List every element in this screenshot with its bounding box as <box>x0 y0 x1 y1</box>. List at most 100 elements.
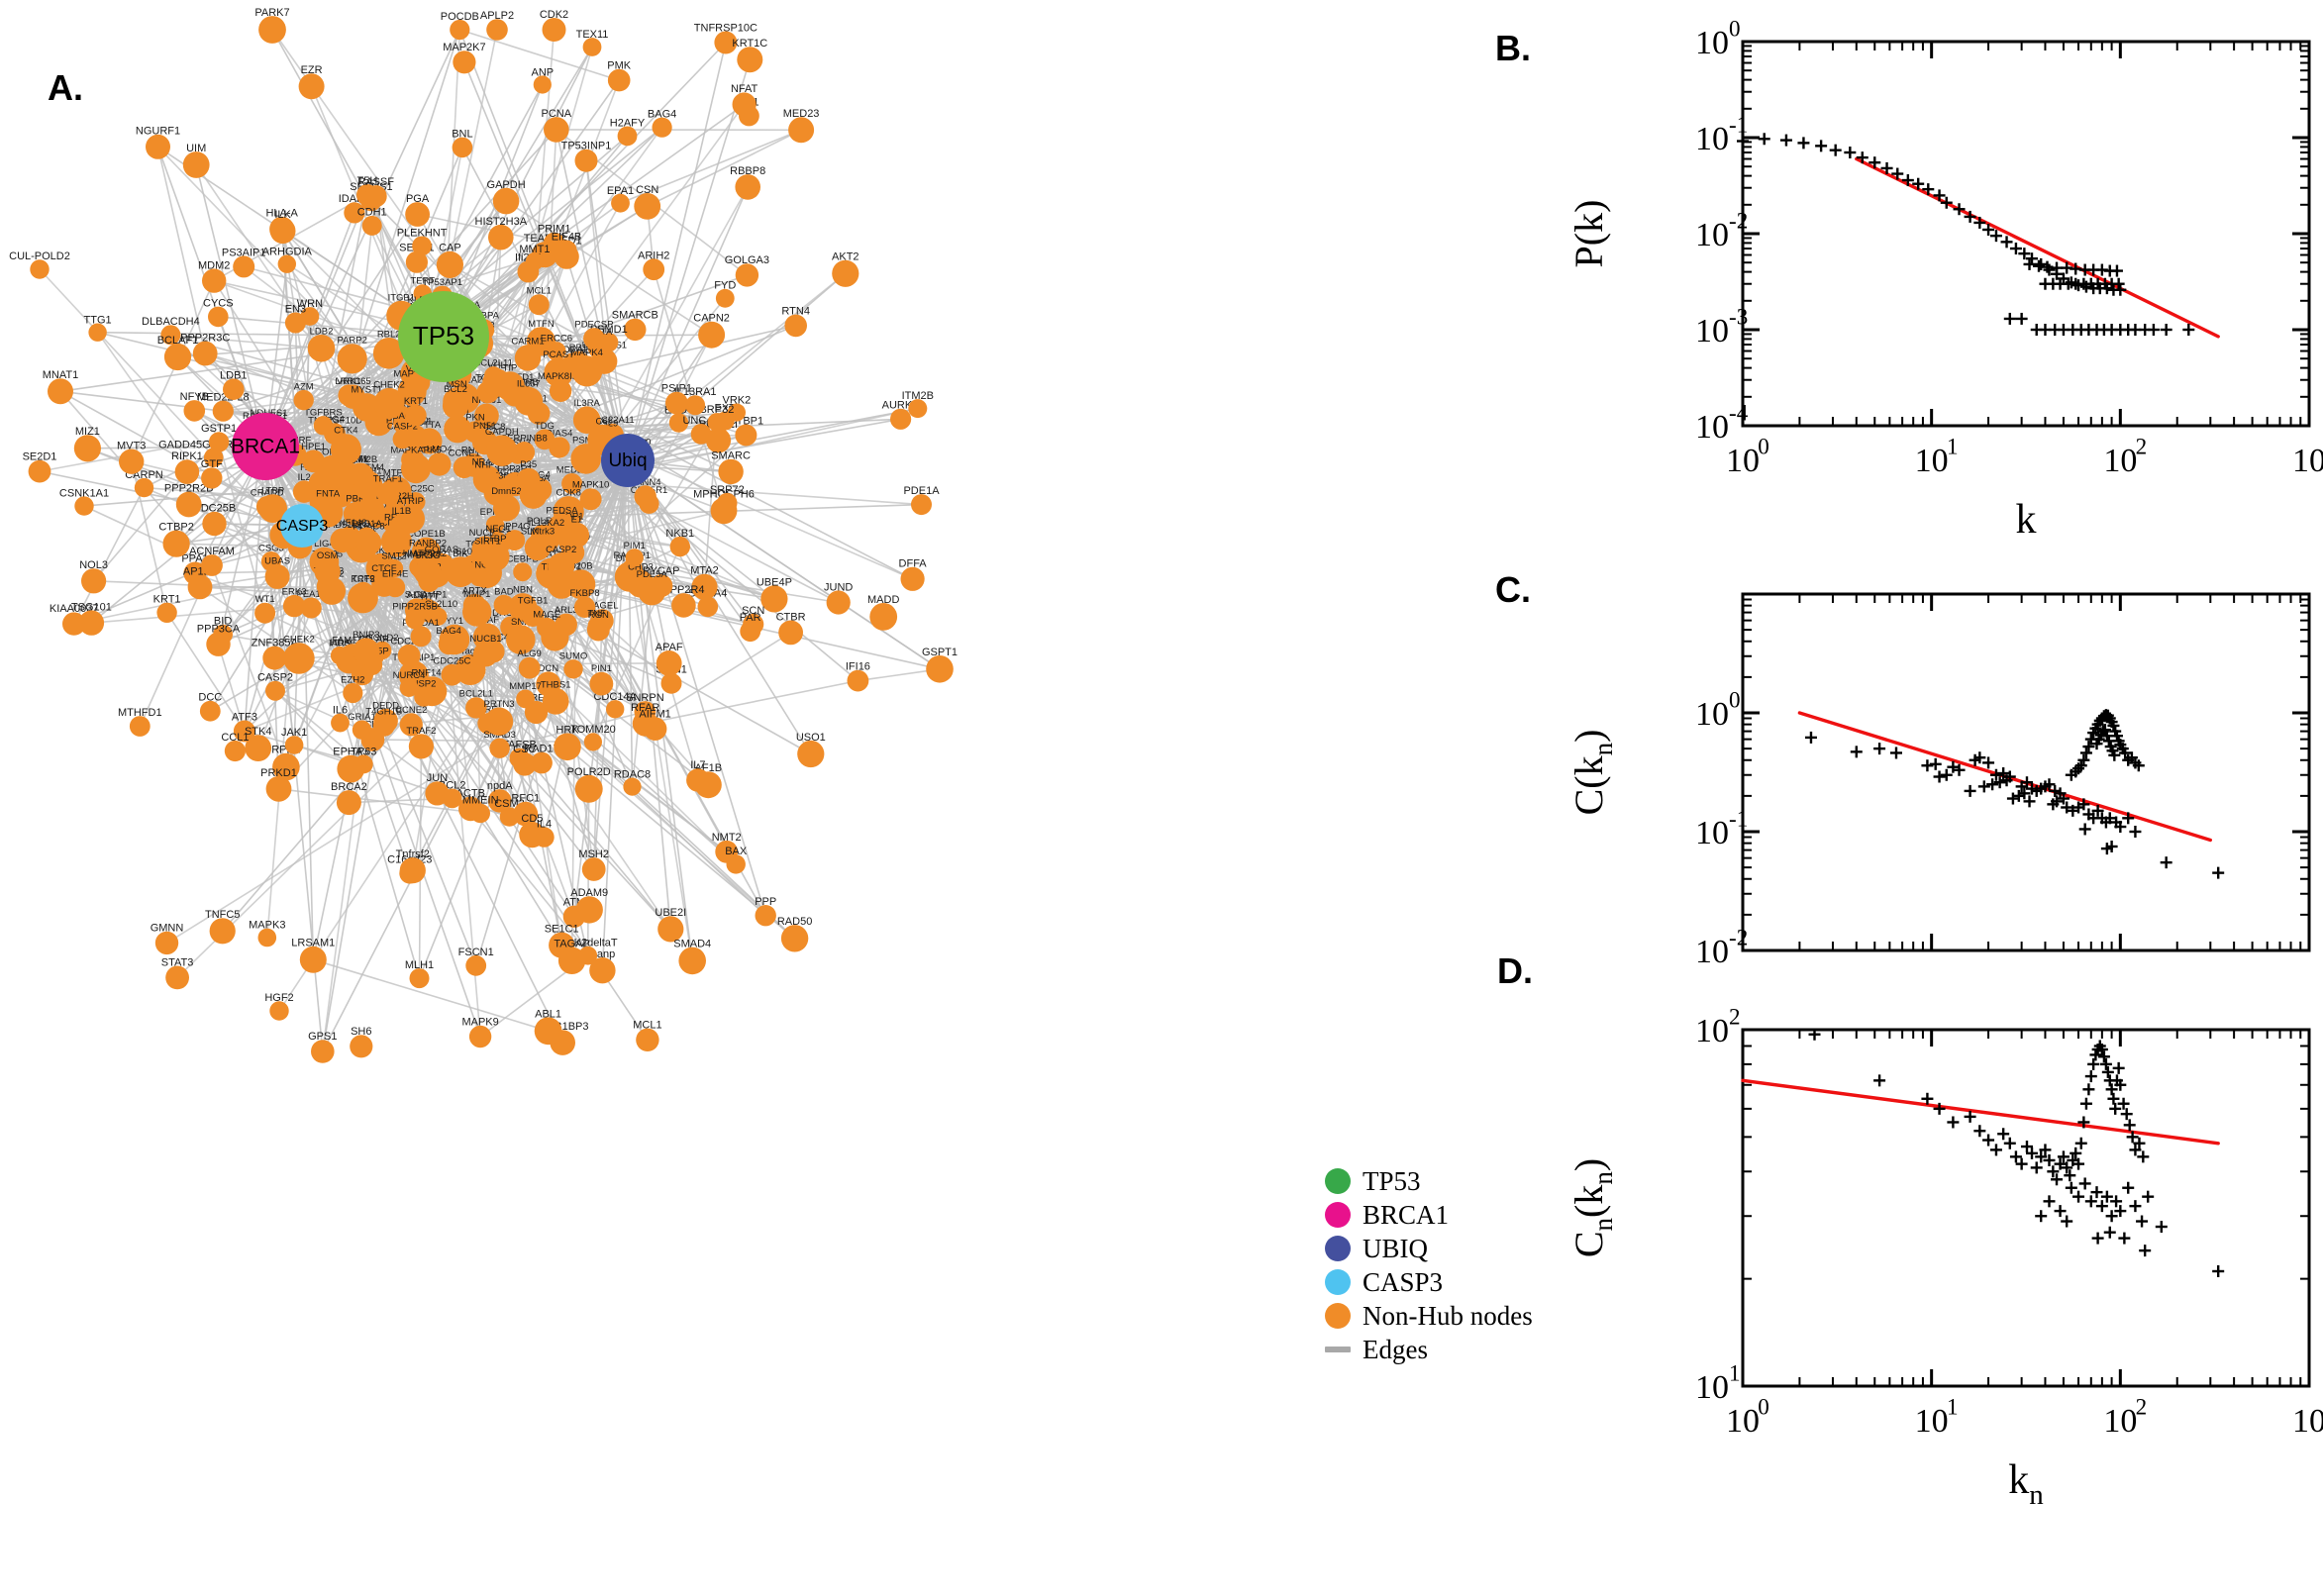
network-node[interactable] <box>472 642 499 667</box>
network-node[interactable] <box>544 357 573 388</box>
network-node[interactable] <box>401 453 431 484</box>
network-node[interactable] <box>531 751 553 774</box>
network-node[interactable] <box>258 16 286 44</box>
network-node[interactable] <box>575 896 603 924</box>
network-node[interactable] <box>444 415 472 444</box>
network-node[interactable] <box>441 663 463 686</box>
network-node[interactable] <box>283 643 315 674</box>
network-node[interactable] <box>634 193 661 220</box>
network-node[interactable] <box>534 827 555 848</box>
network-node[interactable] <box>760 585 788 613</box>
network-node[interactable] <box>465 954 487 976</box>
network-node[interactable] <box>513 442 536 463</box>
network-node[interactable] <box>262 646 287 670</box>
network-node[interactable] <box>156 602 177 623</box>
network-node[interactable] <box>257 928 277 948</box>
network-node[interactable] <box>583 328 605 349</box>
network-node[interactable] <box>718 458 744 485</box>
network-node[interactable] <box>208 432 230 452</box>
network-node[interactable] <box>678 947 706 975</box>
network-node[interactable] <box>643 717 667 741</box>
network-node[interactable] <box>233 720 255 743</box>
network-node[interactable] <box>353 638 380 665</box>
network-node[interactable] <box>487 789 512 813</box>
network-node[interactable] <box>160 325 181 346</box>
network-node[interactable] <box>165 965 190 990</box>
network-node[interactable] <box>183 400 206 422</box>
network-node[interactable] <box>81 568 107 594</box>
network-node[interactable] <box>727 403 747 422</box>
network-node[interactable] <box>405 250 428 273</box>
network-node[interactable] <box>826 590 851 615</box>
network-node[interactable] <box>344 202 365 224</box>
network-node[interactable] <box>623 777 642 796</box>
network-node[interactable] <box>452 137 473 158</box>
network-node[interactable] <box>686 768 710 792</box>
network-node[interactable] <box>504 530 526 551</box>
network-node[interactable] <box>685 395 706 416</box>
network-node[interactable] <box>203 448 224 468</box>
network-node[interactable] <box>908 399 928 419</box>
network-node[interactable] <box>331 713 350 733</box>
network-node[interactable] <box>617 126 638 147</box>
network-node[interactable] <box>300 597 322 619</box>
network-node[interactable] <box>485 515 505 534</box>
network-node[interactable] <box>516 467 541 492</box>
network-node[interactable] <box>187 574 213 600</box>
network-node[interactable] <box>589 671 614 696</box>
network-node[interactable] <box>405 202 430 227</box>
network-node[interactable] <box>690 424 712 445</box>
network-node[interactable] <box>548 552 575 580</box>
network-node[interactable] <box>445 556 476 588</box>
network-node[interactable] <box>705 428 732 453</box>
network-node[interactable] <box>557 947 586 974</box>
network-node[interactable] <box>513 801 539 827</box>
network-node[interactable] <box>192 341 218 366</box>
network-node[interactable] <box>28 459 51 483</box>
network-node[interactable] <box>354 581 373 602</box>
network-node[interactable] <box>269 218 296 245</box>
network-node[interactable] <box>175 491 202 518</box>
network-node[interactable] <box>565 569 596 599</box>
network-node[interactable] <box>571 355 603 387</box>
network-node[interactable] <box>513 752 537 776</box>
network-hub-casp3[interactable] <box>280 504 324 548</box>
network-node[interactable] <box>269 1001 289 1021</box>
network-node[interactable] <box>462 597 492 627</box>
network-node[interactable] <box>671 593 696 618</box>
network-node[interactable] <box>202 268 227 293</box>
network-node[interactable] <box>354 754 373 774</box>
network-node[interactable] <box>299 946 327 973</box>
network-node[interactable] <box>657 916 684 943</box>
network-node[interactable] <box>78 610 105 636</box>
network-node[interactable] <box>385 577 406 598</box>
network-node[interactable] <box>542 18 566 42</box>
network-node[interactable] <box>408 734 434 759</box>
network-node[interactable] <box>212 400 234 422</box>
network-node[interactable] <box>414 687 434 707</box>
network-node[interactable] <box>74 496 94 516</box>
network-node[interactable] <box>254 602 276 624</box>
network-node[interactable] <box>245 735 272 761</box>
network-node[interactable] <box>561 473 583 494</box>
network-node[interactable] <box>537 617 557 639</box>
network-node[interactable] <box>534 1017 562 1046</box>
network-node[interactable] <box>372 338 405 369</box>
network-node[interactable] <box>869 603 898 631</box>
network-node[interactable] <box>755 905 776 927</box>
network-node[interactable] <box>574 774 603 803</box>
network-node[interactable] <box>660 672 682 694</box>
network-node[interactable] <box>282 594 306 618</box>
network-node[interactable] <box>556 240 577 261</box>
network-node[interactable] <box>293 389 314 411</box>
network-node[interactable] <box>788 117 815 144</box>
network-node[interactable] <box>364 185 387 208</box>
network-node[interactable] <box>486 435 518 466</box>
network-node[interactable] <box>572 406 601 435</box>
network-node[interactable] <box>201 467 223 489</box>
network-node[interactable] <box>697 596 719 618</box>
network-node[interactable] <box>625 549 644 567</box>
network-node[interactable] <box>209 918 236 945</box>
network-node[interactable] <box>484 366 503 385</box>
network-node[interactable] <box>634 485 656 508</box>
